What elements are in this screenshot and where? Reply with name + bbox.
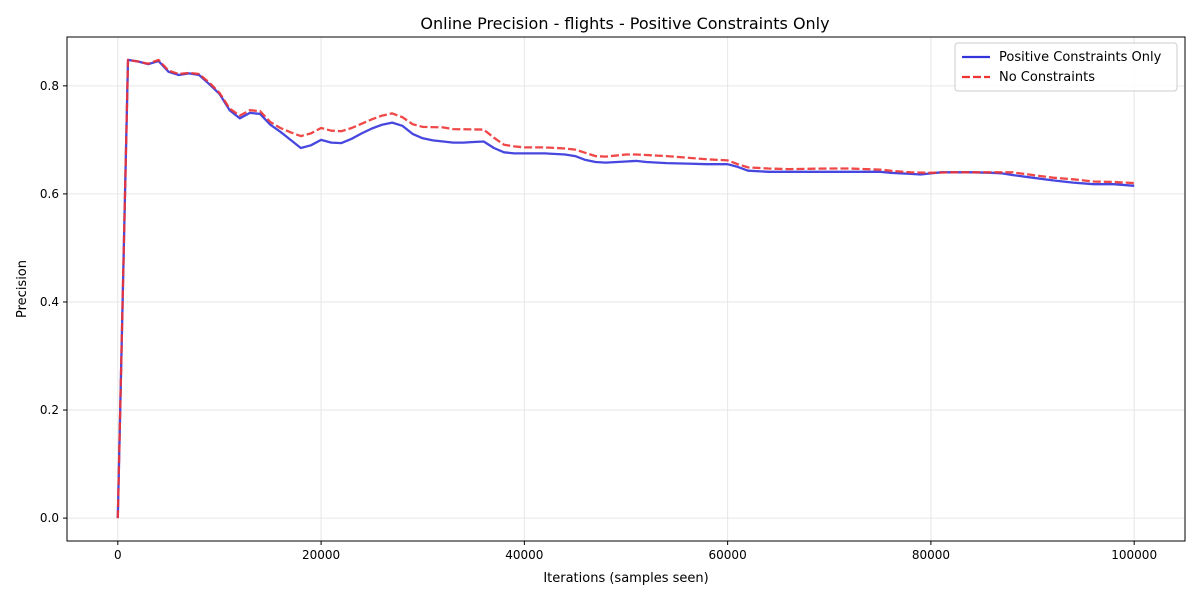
- series-line-positive-constraints-only: [116, 58, 1135, 519]
- plot-area-frame: [66, 36, 1186, 542]
- legend-box: [954, 42, 1178, 92]
- x-tick-label: 100000: [1111, 548, 1157, 562]
- chart-title: Online Precision - flights - Positive Co…: [420, 14, 829, 33]
- series-line-no-constraints: [116, 58, 1135, 519]
- x-tick-label: 60000: [709, 548, 747, 562]
- x-tick-label: 20000: [302, 548, 340, 562]
- x-axis-ticks: 0 20000 40000 60000 80000 100000: [114, 541, 1157, 562]
- y-tick-label: 0.4: [40, 295, 59, 309]
- x-tick-label: 40000: [505, 548, 543, 562]
- x-tick-label: 0: [114, 548, 122, 562]
- x-tick-label: 80000: [912, 548, 950, 562]
- y-axis-ticks: 0.0 0.2 0.4 0.6 0.8: [40, 79, 67, 525]
- y-axis-label: Precision: [15, 260, 30, 318]
- y-tick-label: 0.6: [40, 187, 59, 201]
- x-axis-label: Iterations (samples seen): [543, 571, 708, 586]
- y-tick-label: 0.8: [40, 79, 59, 93]
- y-tick-label: 0.2: [40, 403, 59, 417]
- y-tick-label: 0.0: [40, 511, 59, 525]
- legend-label: Positive Constraints Only: [999, 50, 1162, 65]
- legend-label: No Constraints: [999, 70, 1095, 85]
- legend: Positive Constraints Only No Constraints: [954, 42, 1178, 92]
- series-lines: [116, 58, 1135, 519]
